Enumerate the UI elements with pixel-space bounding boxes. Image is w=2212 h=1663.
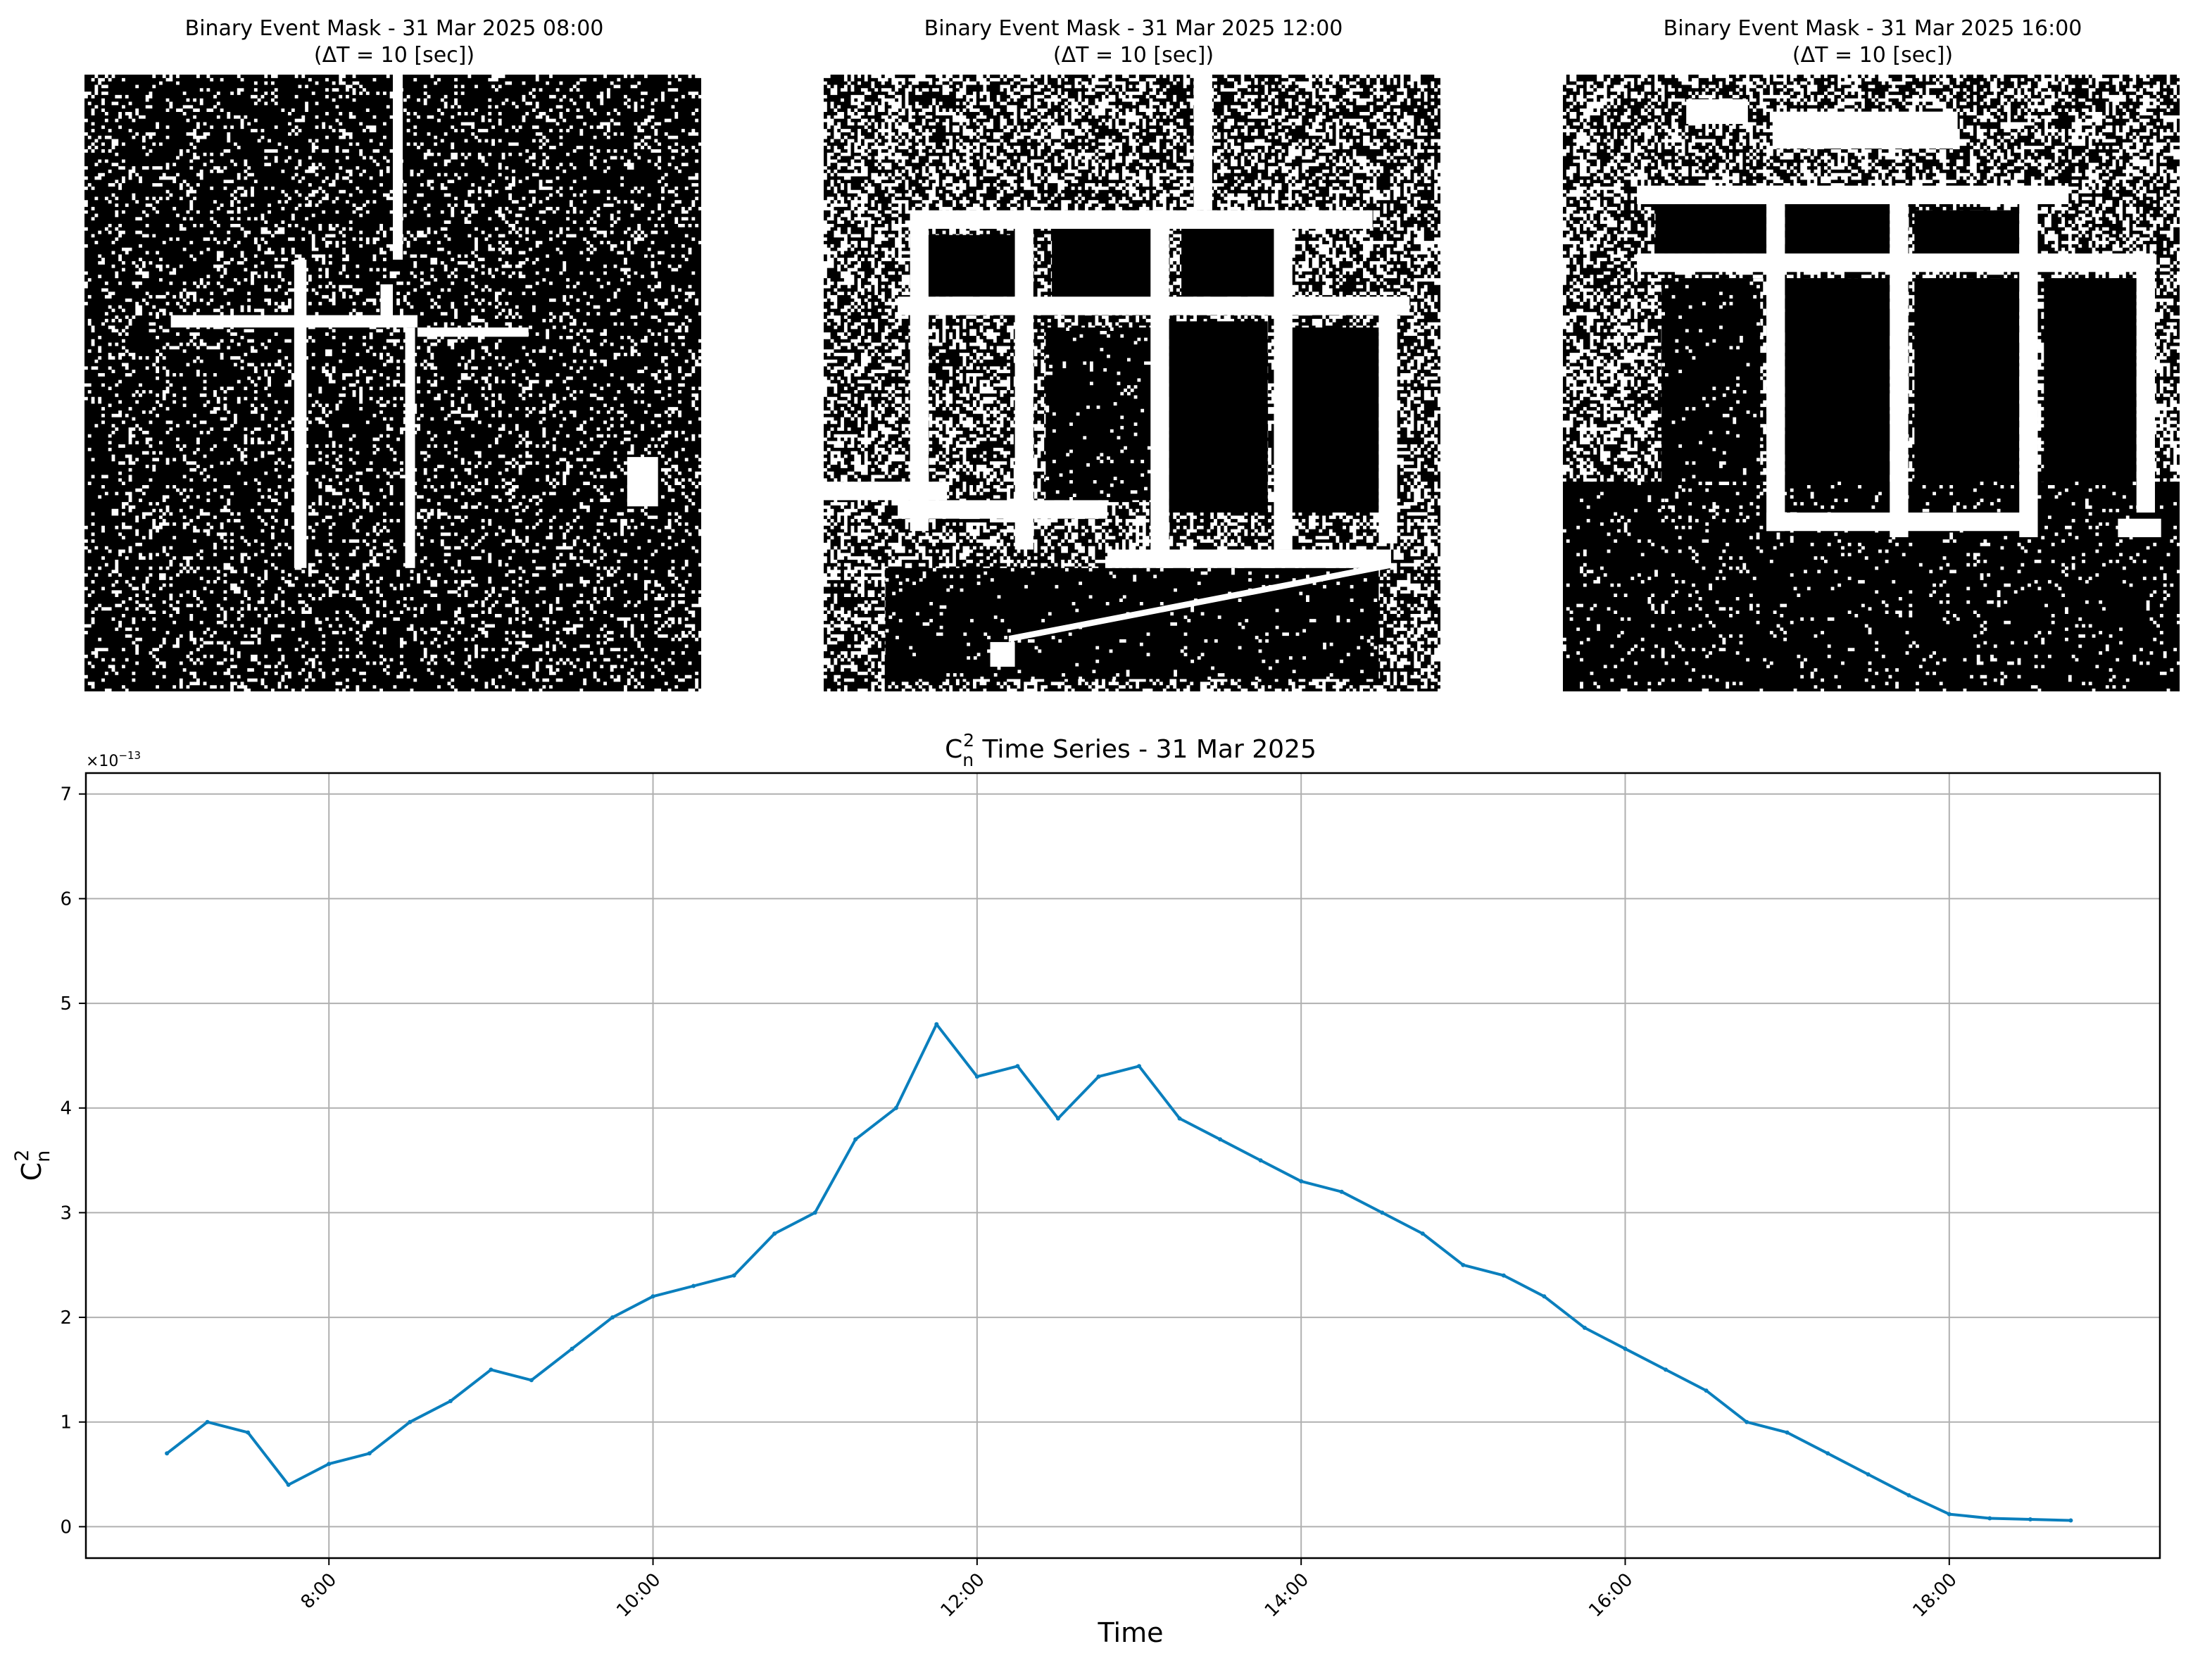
cn2-data-point bbox=[529, 1378, 534, 1383]
cn2-data-point bbox=[1218, 1137, 1223, 1142]
cn2-data-point bbox=[1704, 1388, 1709, 1393]
cn2-data-point bbox=[2068, 1518, 2073, 1523]
cn2-data-point bbox=[610, 1315, 615, 1320]
cn2-data-point bbox=[1299, 1179, 1304, 1184]
mask-title: Binary Event Mask - 31 Mar 2025 16:00 (Δ… bbox=[1563, 15, 2182, 69]
cn2-data-point bbox=[448, 1399, 453, 1403]
mask-title: Binary Event Mask - 31 Mar 2025 12:00 (Δ… bbox=[824, 15, 1443, 69]
cn2-data-point bbox=[367, 1451, 372, 1456]
binary-mask-image bbox=[1563, 75, 2180, 691]
mask-title: Binary Event Mask - 31 Mar 2025 08:00 (Δ… bbox=[84, 15, 704, 69]
cn2-data-point bbox=[1866, 1472, 1871, 1477]
cn2-data-point bbox=[691, 1284, 696, 1288]
y-tick-label: 1 bbox=[60, 1412, 72, 1433]
cn2-data-point bbox=[570, 1346, 574, 1351]
cn2-data-point bbox=[1582, 1325, 1587, 1330]
cn2-data-point bbox=[1542, 1294, 1547, 1299]
cn2-data-point bbox=[1137, 1064, 1141, 1069]
y-tick-label: 4 bbox=[60, 1098, 72, 1119]
x-tick-label: 12:00 bbox=[937, 1569, 989, 1621]
cn2-data-point bbox=[408, 1419, 413, 1424]
cn2-data-point bbox=[1339, 1189, 1344, 1194]
cn2-data-point bbox=[1501, 1273, 1506, 1278]
cn2-series-line bbox=[165, 1022, 2071, 1522]
x-tick-label: 16:00 bbox=[1585, 1569, 1637, 1621]
cn2-data-point bbox=[1461, 1262, 1466, 1267]
cn2-data-point bbox=[1664, 1367, 1668, 1372]
y-tick-label: 3 bbox=[60, 1203, 72, 1224]
cn2-data-point bbox=[1906, 1493, 1911, 1498]
y-offset-label: ×10−13 bbox=[86, 749, 141, 770]
cn2-data-point bbox=[731, 1273, 736, 1278]
mask-title-line: Binary Event Mask - 31 Mar 2025 12:00 bbox=[924, 16, 1343, 41]
x-tick-label: 14:00 bbox=[1261, 1569, 1313, 1621]
x-tick-label: 8:00 bbox=[297, 1569, 341, 1614]
cn2-data-point bbox=[489, 1367, 494, 1372]
y-tick-label: 0 bbox=[60, 1517, 72, 1538]
cn2-data-point bbox=[1987, 1516, 1992, 1521]
cn2-data-point bbox=[812, 1210, 817, 1215]
mask-title-line: Binary Event Mask - 31 Mar 2025 16:00 bbox=[1663, 16, 2082, 41]
series-layer bbox=[165, 1022, 2073, 1523]
cn2-data-point bbox=[327, 1462, 332, 1467]
x-axis-label: Time bbox=[1098, 1617, 1164, 1648]
grid-lines bbox=[86, 773, 2160, 1558]
mask-title-line: Binary Event Mask - 31 Mar 2025 08:00 bbox=[184, 16, 604, 41]
cn2-data-point bbox=[1177, 1116, 1182, 1121]
binary-mask-image bbox=[824, 75, 1440, 691]
axis-ticks: 0 1 2 3 4 5 6 7 8:00 10:00 12:00 14:00 16:00 18:00 bbox=[60, 784, 1961, 1621]
x-tick-label: 10:00 bbox=[612, 1569, 665, 1621]
chart-title: Cn2 Time Series - 31 Mar 2025 bbox=[945, 730, 1316, 770]
binary-mask-image bbox=[84, 75, 701, 691]
y-tick-label: 5 bbox=[60, 993, 72, 1015]
cn2-data-point bbox=[1015, 1064, 1020, 1069]
cn2-data-point bbox=[651, 1294, 655, 1299]
cn2-data-point bbox=[893, 1105, 898, 1110]
x-tick-label: 18:00 bbox=[1909, 1569, 1961, 1621]
cn2-data-point bbox=[246, 1430, 251, 1435]
cn2-data-point bbox=[772, 1231, 777, 1236]
cn2-data-point bbox=[1055, 1116, 1060, 1121]
cn2-data-point bbox=[853, 1137, 858, 1142]
cn2-timeseries-chart: Cn2 Time Series - 31 Mar 2025 ×10−13 012… bbox=[11, 730, 2161, 1648]
y-tick-label: 7 bbox=[60, 784, 72, 805]
cn2-data-point bbox=[1380, 1210, 1385, 1215]
cn2-data-point bbox=[1623, 1346, 1628, 1351]
cn2-data-point bbox=[1825, 1451, 1830, 1456]
mask-subtitle-line: (ΔT = 10 [sec]) bbox=[313, 43, 475, 68]
y-axis-label: Cn2 bbox=[11, 1150, 54, 1181]
cn2-data-point bbox=[286, 1482, 291, 1487]
mask-speckle bbox=[1563, 482, 2180, 691]
cn2-data-point bbox=[1420, 1231, 1425, 1236]
cn2-data-point bbox=[205, 1419, 210, 1424]
cn2-data-point bbox=[974, 1074, 979, 1079]
cn2-data-point bbox=[934, 1022, 939, 1027]
plot-frame bbox=[84, 772, 2161, 1560]
mask-subtitle-line: (ΔT = 10 [sec]) bbox=[1792, 43, 1954, 68]
mask-subtitle-line: (ΔT = 10 [sec]) bbox=[1052, 43, 1214, 68]
cn2-data-point bbox=[1096, 1074, 1101, 1079]
cn2-data-point bbox=[1785, 1430, 1790, 1435]
cn2-data-point bbox=[1258, 1158, 1263, 1163]
y-tick-label: 6 bbox=[60, 889, 72, 910]
cn2-data-point bbox=[1947, 1512, 1952, 1517]
cn2-data-point bbox=[2028, 1517, 2032, 1521]
y-tick-label: 2 bbox=[60, 1307, 72, 1329]
cn2-data-point bbox=[165, 1451, 170, 1456]
mask-speckle bbox=[84, 75, 701, 691]
cn2-data-point bbox=[1745, 1419, 1749, 1424]
